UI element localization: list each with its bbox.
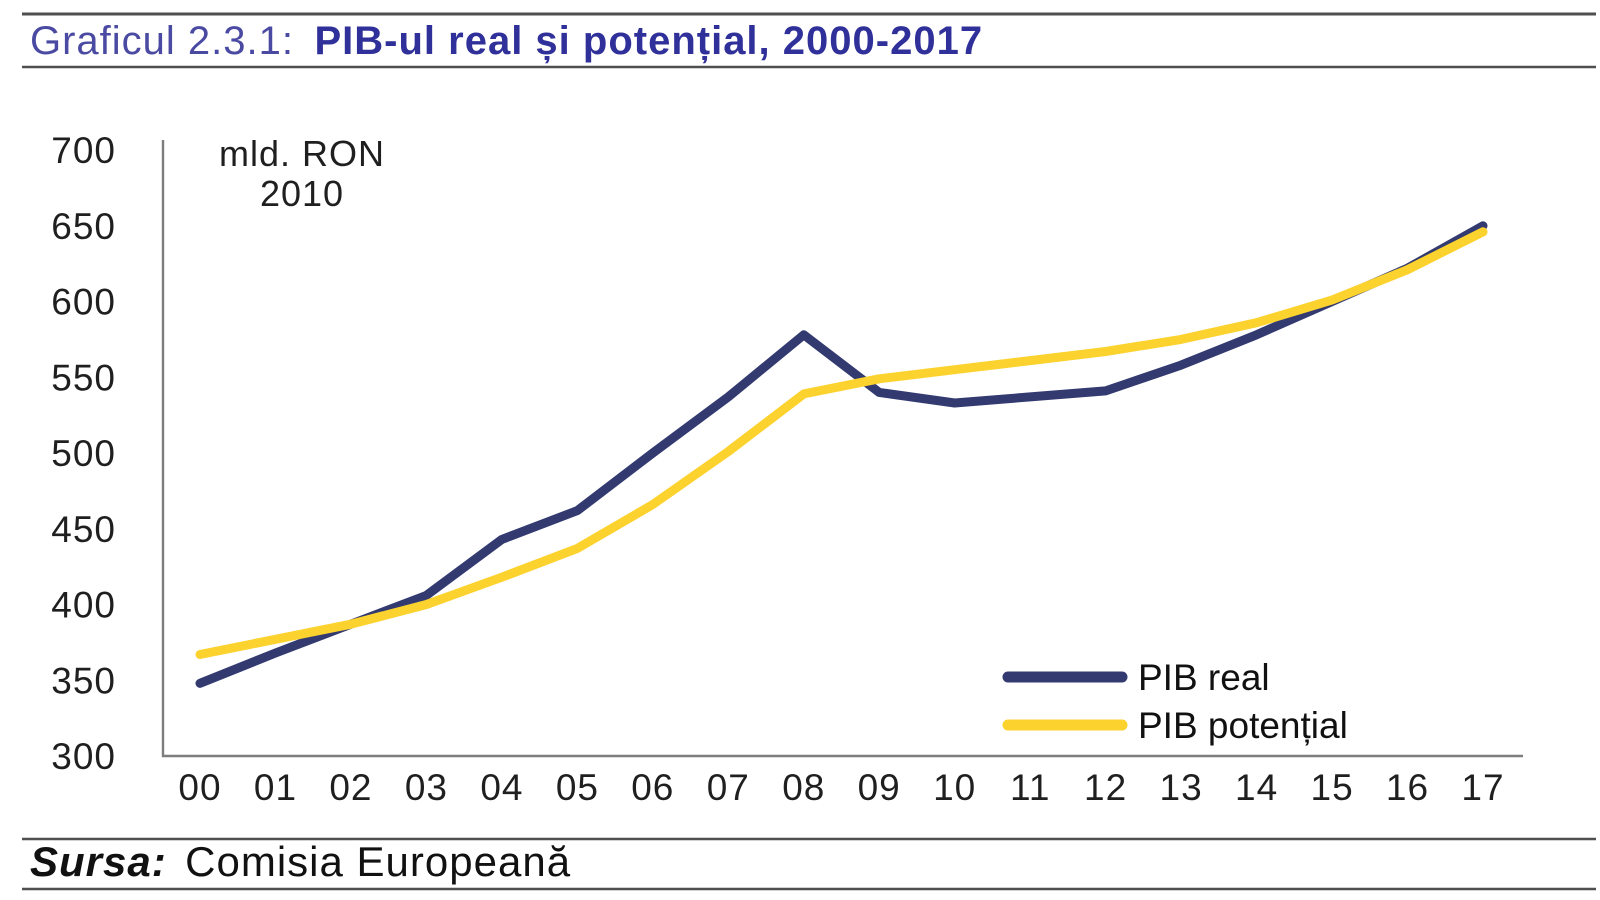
y-axis-tick-label: 300 [51, 736, 116, 777]
x-axis-tick-label: 14 [1235, 767, 1278, 808]
legend: PIB real PIB potențial [1002, 657, 1348, 746]
x-axis-tick-label: 12 [1084, 767, 1127, 808]
x-axis-tick-label: 13 [1160, 767, 1203, 808]
plot-lines [195, 221, 1488, 688]
y-axis-unit-label-line2: 2010 [260, 173, 344, 214]
legend-label-pib-real: PIB real [1138, 657, 1270, 698]
x-axis-tick-label: 07 [707, 767, 750, 808]
chart-number-label: Graficul 2.3.1: [30, 19, 294, 63]
y-axis-tick-label: 700 [51, 130, 116, 171]
legend-label-pib-potential: PIB potențial [1138, 705, 1348, 746]
x-axis-tick-labels: 00 01 02 03 04 05 06 07 08 09 10 11 12 13 14 15 16 17 [178, 767, 1504, 808]
y-axis-tick-labels: 300 350 400 450 500 550 600 650 700 [51, 130, 116, 777]
x-axis-tick-label: 05 [556, 767, 599, 808]
axes [161, 140, 1523, 758]
y-axis-unit-label-line1: mld. RON [219, 133, 385, 174]
x-axis-tick-label: 06 [631, 767, 674, 808]
x-axis-tick-label: 01 [254, 767, 297, 808]
x-axis-tick-label: 10 [933, 767, 976, 808]
x-axis-tick-label: 02 [329, 767, 372, 808]
x-axis-tick-label: 16 [1386, 767, 1429, 808]
y-axis-tick-label: 650 [51, 206, 116, 247]
x-axis-tick-label: 03 [405, 767, 448, 808]
source-label: Sursa: [30, 838, 167, 885]
pib-real-line [195, 221, 1488, 688]
y-axis-tick-label: 600 [51, 282, 116, 323]
page-title: Graficul 2.3.1: PIB-ul real și potențial… [30, 19, 983, 63]
x-axis-tick-label: 17 [1461, 767, 1504, 808]
y-axis-tick-label: 500 [51, 433, 116, 474]
source-line: Sursa: Comisia Europeană [30, 838, 571, 885]
y-axis-tick-label: 400 [51, 585, 116, 626]
x-axis-tick-label: 00 [178, 767, 221, 808]
pib-potential-line [195, 227, 1488, 659]
x-axis-tick-label: 04 [480, 767, 523, 808]
x-axis-tick-label: 09 [858, 767, 901, 808]
chart-title-text: PIB-ul real și potențial, 2000-2017 [314, 19, 983, 63]
y-axis-tick-label: 550 [51, 357, 116, 398]
source-text: Comisia Europeană [185, 838, 571, 885]
x-axis-tick-label: 08 [782, 767, 825, 808]
x-axis-tick-label: 15 [1311, 767, 1354, 808]
y-axis-tick-label: 350 [51, 660, 116, 701]
x-axis-tick-label: 11 [1010, 767, 1050, 808]
y-axis-tick-label: 450 [51, 509, 116, 550]
